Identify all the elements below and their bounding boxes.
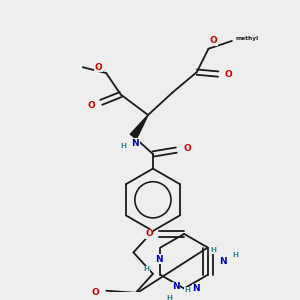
Text: methyl: methyl [236,35,259,40]
Text: N: N [220,257,227,266]
Text: H: H [166,295,172,300]
Text: H: H [211,248,217,254]
Text: O: O [92,288,99,297]
Text: O: O [209,36,217,45]
Text: N: N [172,282,180,291]
Text: H: H [232,252,238,258]
Text: O: O [94,63,102,72]
Text: H: H [185,287,191,293]
Text: O: O [88,101,95,110]
Text: H: H [144,266,150,272]
Text: O: O [145,230,153,238]
Text: O: O [183,144,191,153]
Text: N: N [192,284,200,293]
Text: N: N [132,139,139,148]
Text: N: N [155,255,162,264]
Text: H: H [121,143,127,149]
Polygon shape [130,115,148,139]
Text: O: O [224,70,232,79]
